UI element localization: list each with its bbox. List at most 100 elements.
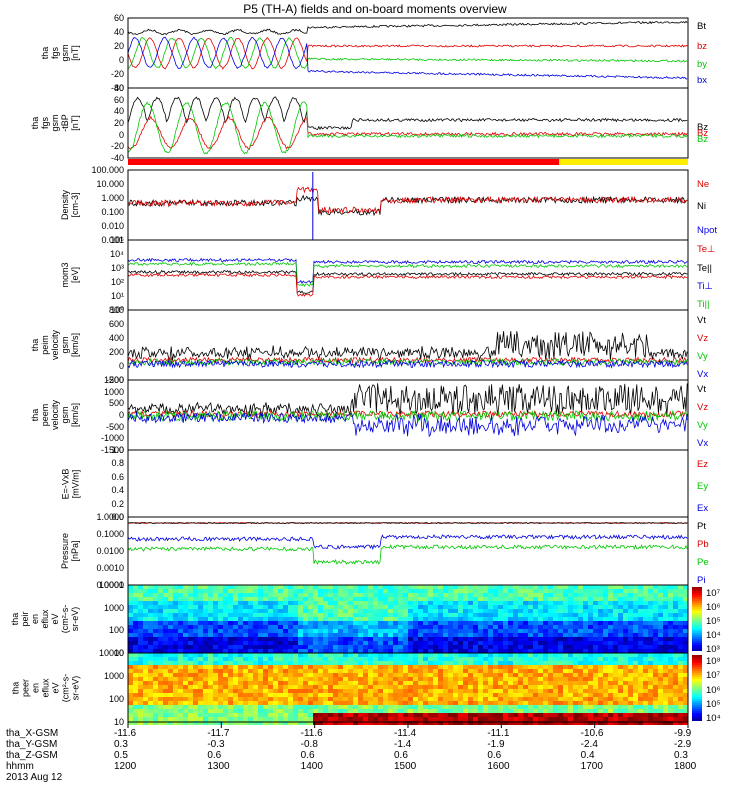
colorbar-tick: 10⁵ (706, 698, 721, 710)
legend-Vy: Vy (697, 351, 708, 362)
ytick-label: 100 (108, 694, 124, 704)
legend-Ey: Ey (697, 481, 709, 492)
ytick-label: 0 (118, 129, 124, 140)
legend-bz: bz (697, 41, 708, 52)
legend-Ez: Ez (697, 459, 709, 470)
xaxis-tick-value: 0.6 (207, 750, 222, 761)
ytick-label: 10000 (98, 580, 124, 590)
xaxis-tick-value: -0.8 (300, 739, 318, 750)
xaxis-tick-value: 1500 (394, 761, 417, 772)
xaxis-tick-value: -1.4 (394, 739, 412, 750)
ytick-label: 1.0000 (96, 512, 124, 522)
ylabel-line: en (30, 614, 40, 625)
ylabel-line: en (30, 682, 40, 693)
series-Ni (127, 194, 688, 217)
ytick-label: 20 (113, 41, 124, 51)
legend-Pb: Pb (697, 539, 709, 550)
series-Ti-perp (127, 257, 688, 285)
legend-Vz: Vz (697, 402, 709, 413)
ytick-label: 0.0 (111, 512, 124, 522)
ytick-label: 10² (110, 277, 124, 287)
ylabel-line: eV (50, 613, 60, 625)
ytick-label: 10.000 (96, 179, 124, 189)
ylabel-line: velocity (50, 400, 60, 431)
legend-by: by (697, 59, 708, 70)
peer-spectrogram (128, 653, 688, 725)
ylabel-line: tha (40, 46, 50, 60)
colorbar-tick: 10⁷ (706, 670, 721, 682)
ylabel-line: fgs (50, 47, 60, 60)
ylabel-line: eV (50, 682, 60, 694)
legend-Npot: Npot (697, 225, 718, 236)
ylabel-line: [nPa] (70, 540, 80, 562)
ylabel-line: (cm²-s- (60, 604, 70, 634)
series-Vx-peim (127, 359, 688, 369)
xaxis-row-label: tha_Z-GSM (6, 750, 58, 761)
ytick-label: 400 (108, 333, 124, 343)
series-Ne (127, 186, 688, 215)
ytick-label: -1000 (100, 433, 124, 444)
ylabel-line: E=-VxB (60, 468, 70, 499)
ytick-label: 0.0010 (96, 563, 124, 573)
ylabel-line: tha (10, 612, 20, 626)
ytick-label: 0.6 (111, 471, 124, 482)
xaxis-tick-value: 1700 (580, 761, 603, 772)
colorbar-tick: 10⁶ (706, 684, 721, 696)
legend-Ni: Ni (697, 201, 706, 212)
ytick-label: 20 (113, 118, 124, 128)
ylabel-line: tha (30, 116, 40, 130)
legend-Vt: Vt (697, 315, 706, 326)
legend-Pt: Pt (697, 521, 706, 532)
xaxis-tick-value: 0.3 (674, 750, 688, 761)
ytick-label: 10000 (98, 648, 124, 658)
ytick-label: 0 (118, 361, 124, 371)
ytick-label: -200 (105, 375, 124, 385)
ylabel-line: tha (30, 338, 40, 352)
ylabel-line: tha (10, 681, 20, 694)
ytick-label: 0.8 (111, 458, 124, 469)
xaxis-tick-value: -11.4 (394, 728, 417, 739)
ytick-label: 1.000 (101, 193, 124, 203)
xaxis-tick-value: 1300 (207, 761, 230, 772)
colorbar-tick: 10⁵ (706, 616, 721, 627)
series-bx (127, 36, 688, 80)
colorbar-tick: 10⁶ (706, 602, 721, 613)
legend-Te||: Te|| (697, 263, 712, 274)
xaxis-row-label: hhmm (6, 761, 34, 772)
ylabel-line: [eV] (70, 267, 80, 284)
series-Pe (127, 543, 688, 565)
ytick-label: 600 (108, 319, 124, 329)
chart-title: P5 (TH-A) fields and on-board moments ov… (243, 2, 507, 16)
series-Bz-black (127, 96, 688, 131)
xaxis-tick-value: 1400 (300, 761, 323, 772)
ytick-label: 0.010 (101, 221, 124, 231)
legend-Bz: Bz (697, 128, 709, 139)
series-Pi (127, 533, 688, 551)
ylabel-line: [km/s] (70, 403, 80, 427)
ylabel-temp: mom3 [eV] (60, 240, 80, 310)
region-bar-yellow (559, 159, 688, 165)
xaxis-row-label: tha_Y-GSM (6, 739, 58, 750)
colorbar-tick: 10⁴ (706, 630, 721, 641)
legend-Ne: Ne (697, 179, 710, 190)
legend-Vt: Vt (697, 384, 706, 395)
ylabel-line: mom3 (60, 262, 70, 288)
xaxis-tick-value: 1800 (674, 761, 697, 772)
ylabel-line: peem (40, 403, 50, 427)
region-bar-red (128, 159, 560, 165)
xaxis-tick-value: 0.3 (114, 739, 128, 750)
xaxis-tick-value: 0.6 (394, 750, 408, 761)
xaxis-tick-value: 1200 (114, 761, 137, 772)
legend-Ti⊥: Ti⊥ (697, 281, 713, 292)
legend-Pi: Pi (697, 575, 706, 586)
peir-colorbar (692, 587, 702, 651)
ylabel-peer_spec: tha peer en eflux eV (cm²-s-sr-eV) (10, 653, 80, 722)
series-Vt-peem (127, 383, 688, 418)
ytick-label: 40 (113, 27, 124, 37)
colorbar-tick: 10³ (706, 644, 720, 655)
ylabel-line: Pressure (60, 533, 70, 570)
ytick-label: 1000 (103, 602, 124, 613)
ytick-label: 60 (113, 13, 124, 23)
ytick-label: -1500 (100, 445, 124, 455)
series-Te-perp (127, 272, 688, 297)
